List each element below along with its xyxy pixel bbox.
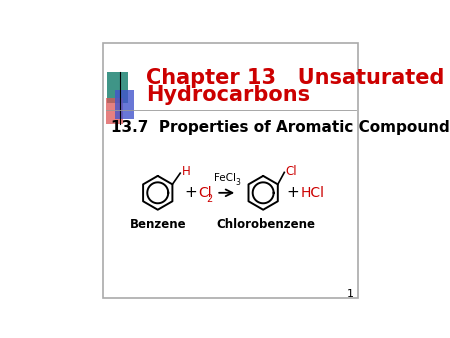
Text: H: H bbox=[181, 165, 190, 178]
Text: FeCl: FeCl bbox=[214, 173, 236, 184]
Text: Benzene: Benzene bbox=[130, 218, 186, 231]
Text: +: + bbox=[184, 185, 197, 200]
Text: HCl: HCl bbox=[301, 186, 325, 200]
Text: Chlorobenzene: Chlorobenzene bbox=[216, 218, 315, 231]
Text: Cl: Cl bbox=[285, 165, 297, 178]
Text: +: + bbox=[287, 185, 299, 200]
Text: Hydrocarbons: Hydrocarbons bbox=[146, 85, 310, 105]
Bar bbox=[107, 72, 128, 103]
FancyBboxPatch shape bbox=[103, 43, 358, 298]
Text: 1: 1 bbox=[347, 289, 354, 298]
Text: 2: 2 bbox=[207, 194, 213, 204]
Text: 3: 3 bbox=[235, 178, 240, 188]
Text: Chapter 13   Unsaturated: Chapter 13 Unsaturated bbox=[146, 68, 445, 88]
Text: 13.7  Properties of Aromatic Compounds: 13.7 Properties of Aromatic Compounds bbox=[111, 120, 450, 135]
Bar bbox=[115, 90, 135, 119]
Text: Cl: Cl bbox=[198, 186, 212, 200]
Bar bbox=[106, 98, 123, 124]
